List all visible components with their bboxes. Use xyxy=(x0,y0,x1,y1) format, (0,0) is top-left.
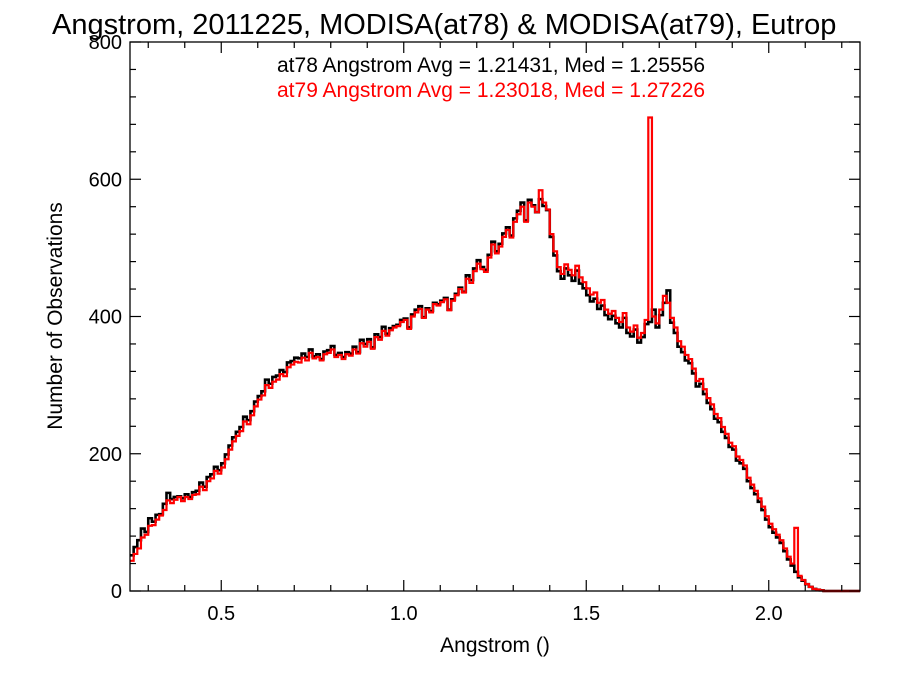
series-at79-line xyxy=(130,116,860,593)
x-axis-label: Angstrom () xyxy=(440,634,550,657)
y-tick-label: 800 xyxy=(89,32,122,54)
annotation-at78-stats: at78 Angstrom Avg = 1.21431, Med = 1.255… xyxy=(277,54,705,77)
x-tick-label: 1.0 xyxy=(390,603,418,625)
y-tick-label: 0 xyxy=(111,581,122,603)
annotation-at79-stats: at79 Angstrom Avg = 1.23018, Med = 1.272… xyxy=(277,79,705,102)
y-tick-label: 200 xyxy=(89,444,122,466)
y-axis-label: Number of Observations xyxy=(44,202,67,430)
x-axis: 0.5 1.0 1.5 2.0 xyxy=(147,42,843,625)
y-axis: 0 200 400 600 800 xyxy=(89,32,860,603)
x-tick-label: 1.5 xyxy=(572,603,600,625)
y-tick-label: 600 xyxy=(89,169,122,191)
y-tick-label: 400 xyxy=(89,307,122,329)
x-tick-label: 2.0 xyxy=(755,603,783,625)
series-at78-line xyxy=(130,197,860,593)
x-tick-label: 0.5 xyxy=(207,603,235,625)
chart-title: Angstrom, 2011225, MODISA(at78) & MODISA… xyxy=(52,9,836,41)
plot-area xyxy=(130,116,860,593)
plot-frame xyxy=(129,41,861,592)
